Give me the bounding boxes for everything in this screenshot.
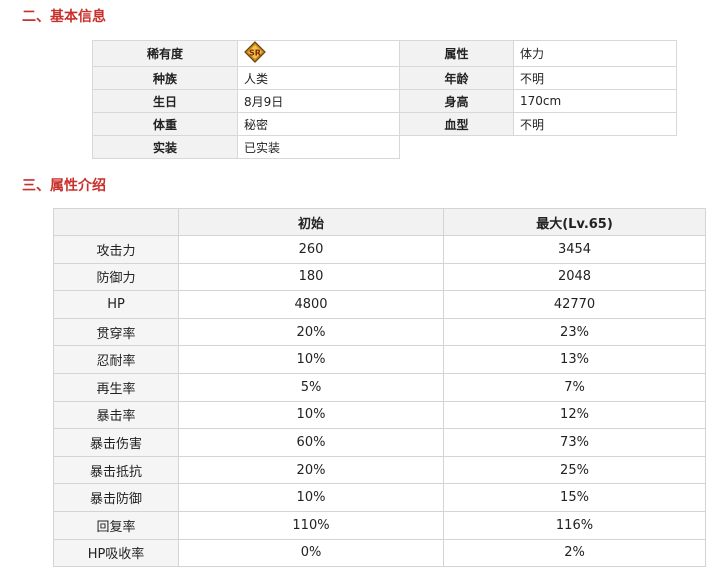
blood-type-label: 血型	[399, 112, 514, 136]
basic-info-table: 稀有度 SR 属性 体力 种族 人类 年龄 不明 生日 8月9日 身高 170c…	[92, 40, 677, 159]
stat-max: 23%	[443, 317, 706, 347]
stat-max: 42770	[443, 290, 706, 319]
stat-max: 15%	[443, 483, 706, 512]
stat-max: 7%	[443, 372, 706, 402]
stat-max: 2048	[443, 262, 706, 292]
stat-max: 13%	[443, 345, 706, 374]
stat-name: 回复率	[53, 510, 179, 540]
stat-name: 暴击抵抗	[53, 455, 179, 485]
section-title-attributes: 三、属性介绍	[22, 178, 106, 194]
stat-name: 暴击伤害	[53, 428, 179, 457]
race-value: 人类	[237, 66, 400, 90]
stat-initial: 10%	[178, 345, 444, 374]
stat-max: 3454	[443, 235, 706, 264]
attribute-table: 初始 最大(Lv.65) 攻击力 260 3454 防御力 180 2048 HP 480…	[53, 208, 706, 567]
stat-name: HP	[53, 290, 179, 319]
age-value: 不明	[513, 66, 677, 90]
blood-type-value: 不明	[513, 112, 677, 136]
svg-text:SR: SR	[249, 49, 261, 58]
height-value: 170cm	[513, 89, 677, 113]
stat-initial: 10%	[178, 483, 444, 512]
table-row: 暴击防御 10% 15%	[53, 483, 706, 512]
sr-rarity-icon: SR	[244, 41, 266, 66]
attribute-value: 体力	[513, 40, 677, 67]
table-row: 暴击抵抗 20% 25%	[53, 455, 706, 485]
stat-initial: 260	[178, 235, 444, 264]
stat-initial: 0%	[178, 538, 444, 567]
stat-name: 防御力	[53, 262, 179, 292]
stat-name: 攻击力	[53, 235, 179, 264]
table-row: HP吸收率 0% 2%	[53, 538, 706, 567]
empty-cell	[399, 135, 677, 159]
header-initial: 初始	[178, 208, 444, 236]
table-row: 种族 人类 年龄 不明	[92, 66, 677, 90]
implemented-value: 已实装	[237, 135, 400, 159]
stat-initial: 4800	[178, 290, 444, 319]
stat-initial: 110%	[178, 510, 444, 540]
header-empty	[53, 208, 179, 236]
birthday-label: 生日	[92, 89, 238, 113]
header-max: 最大(Lv.65)	[443, 208, 706, 236]
weight-label: 体重	[92, 112, 238, 136]
table-row: HP 4800 42770	[53, 290, 706, 319]
stat-max: 73%	[443, 428, 706, 457]
attribute-label: 属性	[399, 40, 514, 67]
table-row: 再生率 5% 7%	[53, 372, 706, 402]
table-header-row: 初始 最大(Lv.65)	[53, 208, 706, 236]
age-label: 年龄	[399, 66, 514, 90]
stat-name: HP吸收率	[53, 538, 179, 567]
height-label: 身高	[399, 89, 514, 113]
stat-initial: 20%	[178, 455, 444, 485]
stat-name: 暴击率	[53, 400, 179, 430]
stat-name: 忍耐率	[53, 345, 179, 374]
stat-name: 贯穿率	[53, 317, 179, 347]
table-row: 攻击力 260 3454	[53, 235, 706, 264]
table-row: 忍耐率 10% 13%	[53, 345, 706, 374]
table-row: 暴击率 10% 12%	[53, 400, 706, 430]
stat-max: 25%	[443, 455, 706, 485]
stat-name: 暴击防御	[53, 483, 179, 512]
table-row: 实装 已实装	[92, 135, 677, 159]
stat-max: 12%	[443, 400, 706, 430]
table-row: 体重 秘密 血型 不明	[92, 112, 677, 136]
section-title-basic-info: 二、基本信息	[22, 9, 106, 25]
stat-max: 116%	[443, 510, 706, 540]
table-row: 防御力 180 2048	[53, 262, 706, 292]
stat-initial: 60%	[178, 428, 444, 457]
stat-initial: 180	[178, 262, 444, 292]
table-row: 稀有度 SR 属性 体力	[92, 40, 677, 67]
table-row: 生日 8月9日 身高 170cm	[92, 89, 677, 113]
stat-name: 再生率	[53, 372, 179, 402]
implemented-label: 实装	[92, 135, 238, 159]
birthday-value: 8月9日	[237, 89, 400, 113]
stat-initial: 10%	[178, 400, 444, 430]
stat-initial: 5%	[178, 372, 444, 402]
race-label: 种族	[92, 66, 238, 90]
stat-max: 2%	[443, 538, 706, 567]
rarity-label: 稀有度	[92, 40, 238, 67]
rarity-cell: SR	[237, 40, 400, 67]
table-row: 贯穿率 20% 23%	[53, 317, 706, 347]
table-row: 暴击伤害 60% 73%	[53, 428, 706, 457]
stat-initial: 20%	[178, 317, 444, 347]
table-row: 回复率 110% 116%	[53, 510, 706, 540]
weight-value: 秘密	[237, 112, 400, 136]
